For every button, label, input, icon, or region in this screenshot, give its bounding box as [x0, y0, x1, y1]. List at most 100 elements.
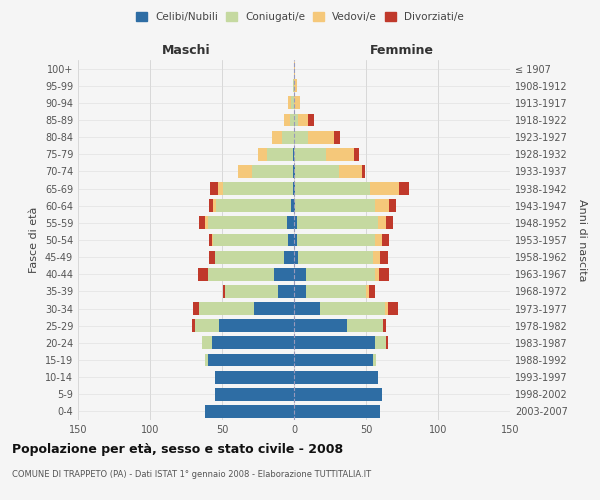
Bar — [294, 405, 380, 418]
Bar — [202, 336, 294, 349]
Bar — [294, 285, 374, 298]
Bar — [294, 370, 377, 384]
Bar — [294, 302, 388, 315]
Bar — [294, 182, 399, 195]
Text: Femmine: Femmine — [370, 44, 434, 57]
Bar — [294, 200, 374, 212]
Bar — [294, 234, 297, 246]
Bar — [215, 388, 294, 400]
Bar — [225, 285, 294, 298]
Bar — [205, 405, 294, 418]
Bar — [211, 182, 294, 195]
Bar — [294, 216, 394, 230]
Bar — [293, 80, 294, 92]
Bar — [209, 200, 294, 212]
Y-axis label: Fasce di età: Fasce di età — [29, 207, 39, 273]
Bar — [294, 165, 295, 178]
Bar — [272, 130, 294, 143]
Bar — [293, 165, 294, 178]
Bar — [294, 80, 297, 92]
Bar — [294, 388, 382, 400]
Bar — [212, 336, 294, 349]
Bar — [294, 216, 377, 230]
Bar — [212, 234, 294, 246]
Bar — [294, 114, 298, 126]
Bar — [294, 182, 370, 195]
Bar — [294, 302, 385, 315]
Bar — [274, 268, 294, 280]
Bar — [294, 354, 373, 366]
Bar — [294, 165, 362, 178]
Bar — [193, 302, 294, 315]
Bar — [215, 370, 294, 384]
Bar — [294, 285, 305, 298]
Bar — [205, 405, 294, 418]
Bar — [199, 216, 294, 230]
Bar — [294, 320, 383, 332]
Bar — [214, 234, 294, 246]
Bar — [294, 182, 409, 195]
Bar — [294, 388, 382, 400]
Bar — [238, 165, 294, 178]
Bar — [294, 405, 380, 418]
Bar — [215, 370, 294, 384]
Bar — [294, 148, 359, 160]
Bar — [294, 285, 366, 298]
Bar — [225, 285, 294, 298]
Bar — [208, 268, 294, 280]
Bar — [258, 148, 294, 160]
Bar — [294, 62, 295, 75]
Bar — [208, 354, 294, 366]
Bar — [294, 336, 388, 349]
Bar — [294, 182, 295, 195]
Bar — [291, 96, 294, 110]
Bar — [192, 320, 294, 332]
Bar — [294, 354, 376, 366]
Bar — [294, 268, 389, 280]
Bar — [205, 405, 294, 418]
Bar — [215, 370, 294, 384]
Bar — [215, 388, 294, 400]
Bar — [283, 130, 294, 143]
Bar — [294, 165, 365, 178]
Bar — [294, 216, 297, 230]
Bar — [294, 148, 355, 160]
Bar — [294, 250, 380, 264]
Bar — [258, 148, 294, 160]
Bar — [288, 234, 294, 246]
Bar — [294, 354, 376, 366]
Bar — [294, 336, 374, 349]
Bar — [294, 234, 374, 246]
Legend: Celibi/Nubili, Coniugati/e, Vedovi/e, Divorziati/e: Celibi/Nubili, Coniugati/e, Vedovi/e, Di… — [132, 8, 468, 26]
Bar — [294, 62, 295, 75]
Bar — [215, 388, 294, 400]
Bar — [294, 96, 300, 110]
Bar — [209, 250, 294, 264]
Bar — [219, 320, 294, 332]
Text: Maschi: Maschi — [161, 44, 211, 57]
Bar — [194, 320, 294, 332]
Bar — [288, 96, 294, 110]
Bar — [294, 200, 396, 212]
Bar — [215, 250, 294, 264]
Bar — [238, 165, 294, 178]
Bar — [291, 200, 294, 212]
Bar — [205, 354, 294, 366]
Bar — [215, 388, 294, 400]
Bar — [294, 302, 320, 315]
Bar — [214, 200, 294, 212]
Bar — [290, 114, 294, 126]
Bar — [223, 285, 294, 298]
Bar — [254, 302, 294, 315]
Bar — [209, 234, 294, 246]
Bar — [294, 268, 379, 280]
Bar — [202, 336, 294, 349]
Bar — [266, 148, 294, 160]
Bar — [294, 234, 382, 246]
Bar — [216, 200, 294, 212]
Bar — [294, 370, 377, 384]
Bar — [294, 216, 386, 230]
Bar — [252, 165, 294, 178]
Bar — [199, 302, 294, 315]
Bar — [205, 354, 294, 366]
